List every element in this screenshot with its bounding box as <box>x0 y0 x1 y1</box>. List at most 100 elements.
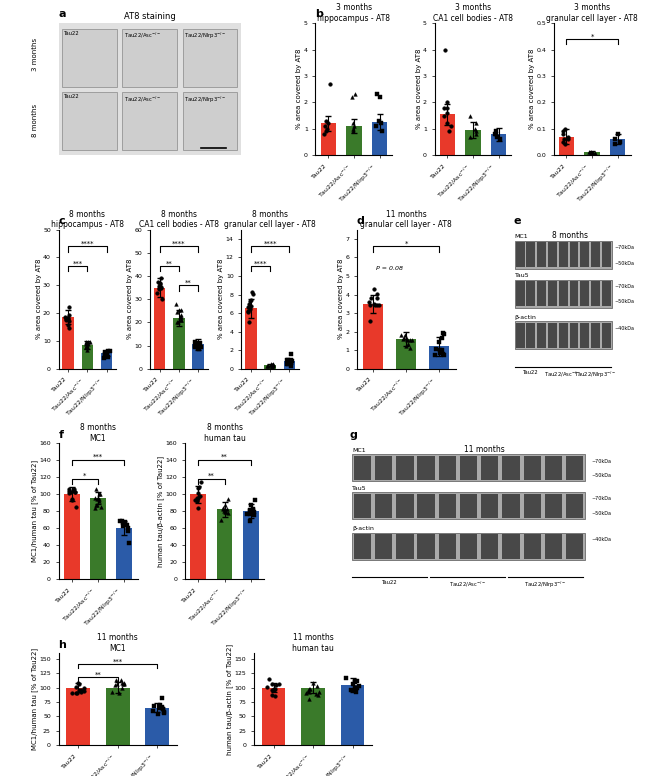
Point <box>348 117 359 130</box>
Point <box>558 128 568 140</box>
Point <box>64 309 74 321</box>
Point <box>192 337 202 349</box>
Point <box>70 688 81 700</box>
Point <box>176 311 187 324</box>
Point <box>154 282 164 294</box>
Y-axis label: % area covered by AT8: % area covered by AT8 <box>528 49 535 130</box>
Point <box>120 519 131 532</box>
Point <box>81 341 91 354</box>
Point <box>346 91 357 103</box>
Point <box>222 494 233 506</box>
FancyBboxPatch shape <box>439 456 456 480</box>
Y-axis label: % area covered by AT8: % area covered by AT8 <box>218 259 224 339</box>
Point <box>246 294 257 307</box>
Point <box>116 682 127 695</box>
Point <box>354 680 364 692</box>
Point <box>218 501 228 514</box>
Point <box>79 681 89 694</box>
Bar <box>363 304 383 369</box>
Point <box>118 678 129 691</box>
FancyBboxPatch shape <box>375 494 393 518</box>
Point <box>100 349 110 362</box>
Point <box>98 352 109 365</box>
FancyBboxPatch shape <box>566 494 583 518</box>
Point <box>72 687 82 699</box>
Point <box>158 703 168 715</box>
Point <box>442 96 452 109</box>
Point <box>172 316 183 328</box>
Point <box>243 305 254 317</box>
Point <box>90 502 100 514</box>
FancyBboxPatch shape <box>591 242 600 267</box>
Point <box>81 337 91 349</box>
Point <box>610 138 620 151</box>
Point <box>196 476 207 488</box>
Point <box>192 487 203 499</box>
FancyBboxPatch shape <box>122 29 177 86</box>
Point <box>79 684 90 697</box>
Text: ~70kDa: ~70kDa <box>614 284 634 289</box>
Point <box>152 287 162 300</box>
Bar <box>64 494 79 579</box>
FancyBboxPatch shape <box>580 281 589 307</box>
Bar <box>301 688 325 745</box>
Point <box>112 677 122 690</box>
Bar <box>283 362 295 369</box>
Title: 11 months
human tau: 11 months human tau <box>292 633 334 653</box>
Text: g: g <box>349 430 357 439</box>
Title: 8 months
MC1: 8 months MC1 <box>80 423 116 442</box>
Point <box>314 686 324 698</box>
FancyBboxPatch shape <box>580 323 589 348</box>
Bar <box>62 317 74 369</box>
Point <box>269 684 280 696</box>
FancyBboxPatch shape <box>375 456 393 480</box>
Text: ~40kDa: ~40kDa <box>591 537 611 542</box>
Point <box>81 341 92 353</box>
Bar <box>346 126 361 155</box>
Point <box>192 492 202 504</box>
Y-axis label: human tau/β-actin [% of Tau22]: human tau/β-actin [% of Tau22] <box>226 643 233 755</box>
Point <box>268 683 279 695</box>
Point <box>156 282 166 294</box>
FancyBboxPatch shape <box>566 534 583 559</box>
Point <box>365 299 375 311</box>
Point <box>301 686 311 698</box>
Point <box>375 91 385 103</box>
Point <box>64 485 74 497</box>
Point <box>563 130 573 143</box>
FancyBboxPatch shape <box>417 534 435 559</box>
Point <box>248 503 258 515</box>
Point <box>247 286 257 299</box>
FancyBboxPatch shape <box>545 534 562 559</box>
Point <box>64 301 75 314</box>
Point <box>616 136 626 148</box>
Point <box>369 298 379 310</box>
Point <box>114 687 125 699</box>
Point <box>74 677 85 690</box>
Point <box>118 677 128 690</box>
Point <box>471 117 481 130</box>
Point <box>438 327 448 340</box>
Point <box>63 321 73 334</box>
Point <box>62 311 73 324</box>
Point <box>268 359 279 371</box>
Point <box>303 684 313 697</box>
Point <box>159 707 169 719</box>
Text: h: h <box>58 639 66 650</box>
Bar <box>245 309 257 369</box>
Text: β-actin: β-actin <box>515 315 537 320</box>
Point <box>245 303 255 316</box>
Point <box>405 334 415 346</box>
Title: 11 months
MC1: 11 months MC1 <box>98 633 138 653</box>
Title: 11 months
granular cell layer - AT8: 11 months granular cell layer - AT8 <box>361 210 452 229</box>
Point <box>304 686 315 698</box>
Bar <box>396 339 416 369</box>
Point <box>442 106 452 119</box>
Point <box>562 133 573 145</box>
FancyBboxPatch shape <box>602 323 611 348</box>
Point <box>374 299 384 311</box>
Point <box>430 349 441 362</box>
Point <box>190 341 200 353</box>
Bar <box>320 123 336 155</box>
Bar <box>372 122 387 155</box>
